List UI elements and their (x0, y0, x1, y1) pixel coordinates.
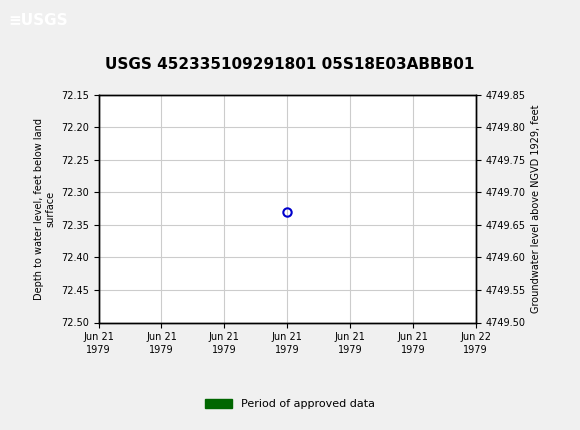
Text: ≡USGS: ≡USGS (9, 13, 68, 28)
Text: USGS 452335109291801 05S18E03ABBB01: USGS 452335109291801 05S18E03ABBB01 (106, 57, 474, 71)
Legend: Period of approved data: Period of approved data (200, 395, 380, 414)
Y-axis label: Groundwater level above NGVD 1929, feet: Groundwater level above NGVD 1929, feet (531, 104, 541, 313)
Y-axis label: Depth to water level, feet below land
surface: Depth to water level, feet below land su… (34, 117, 55, 300)
